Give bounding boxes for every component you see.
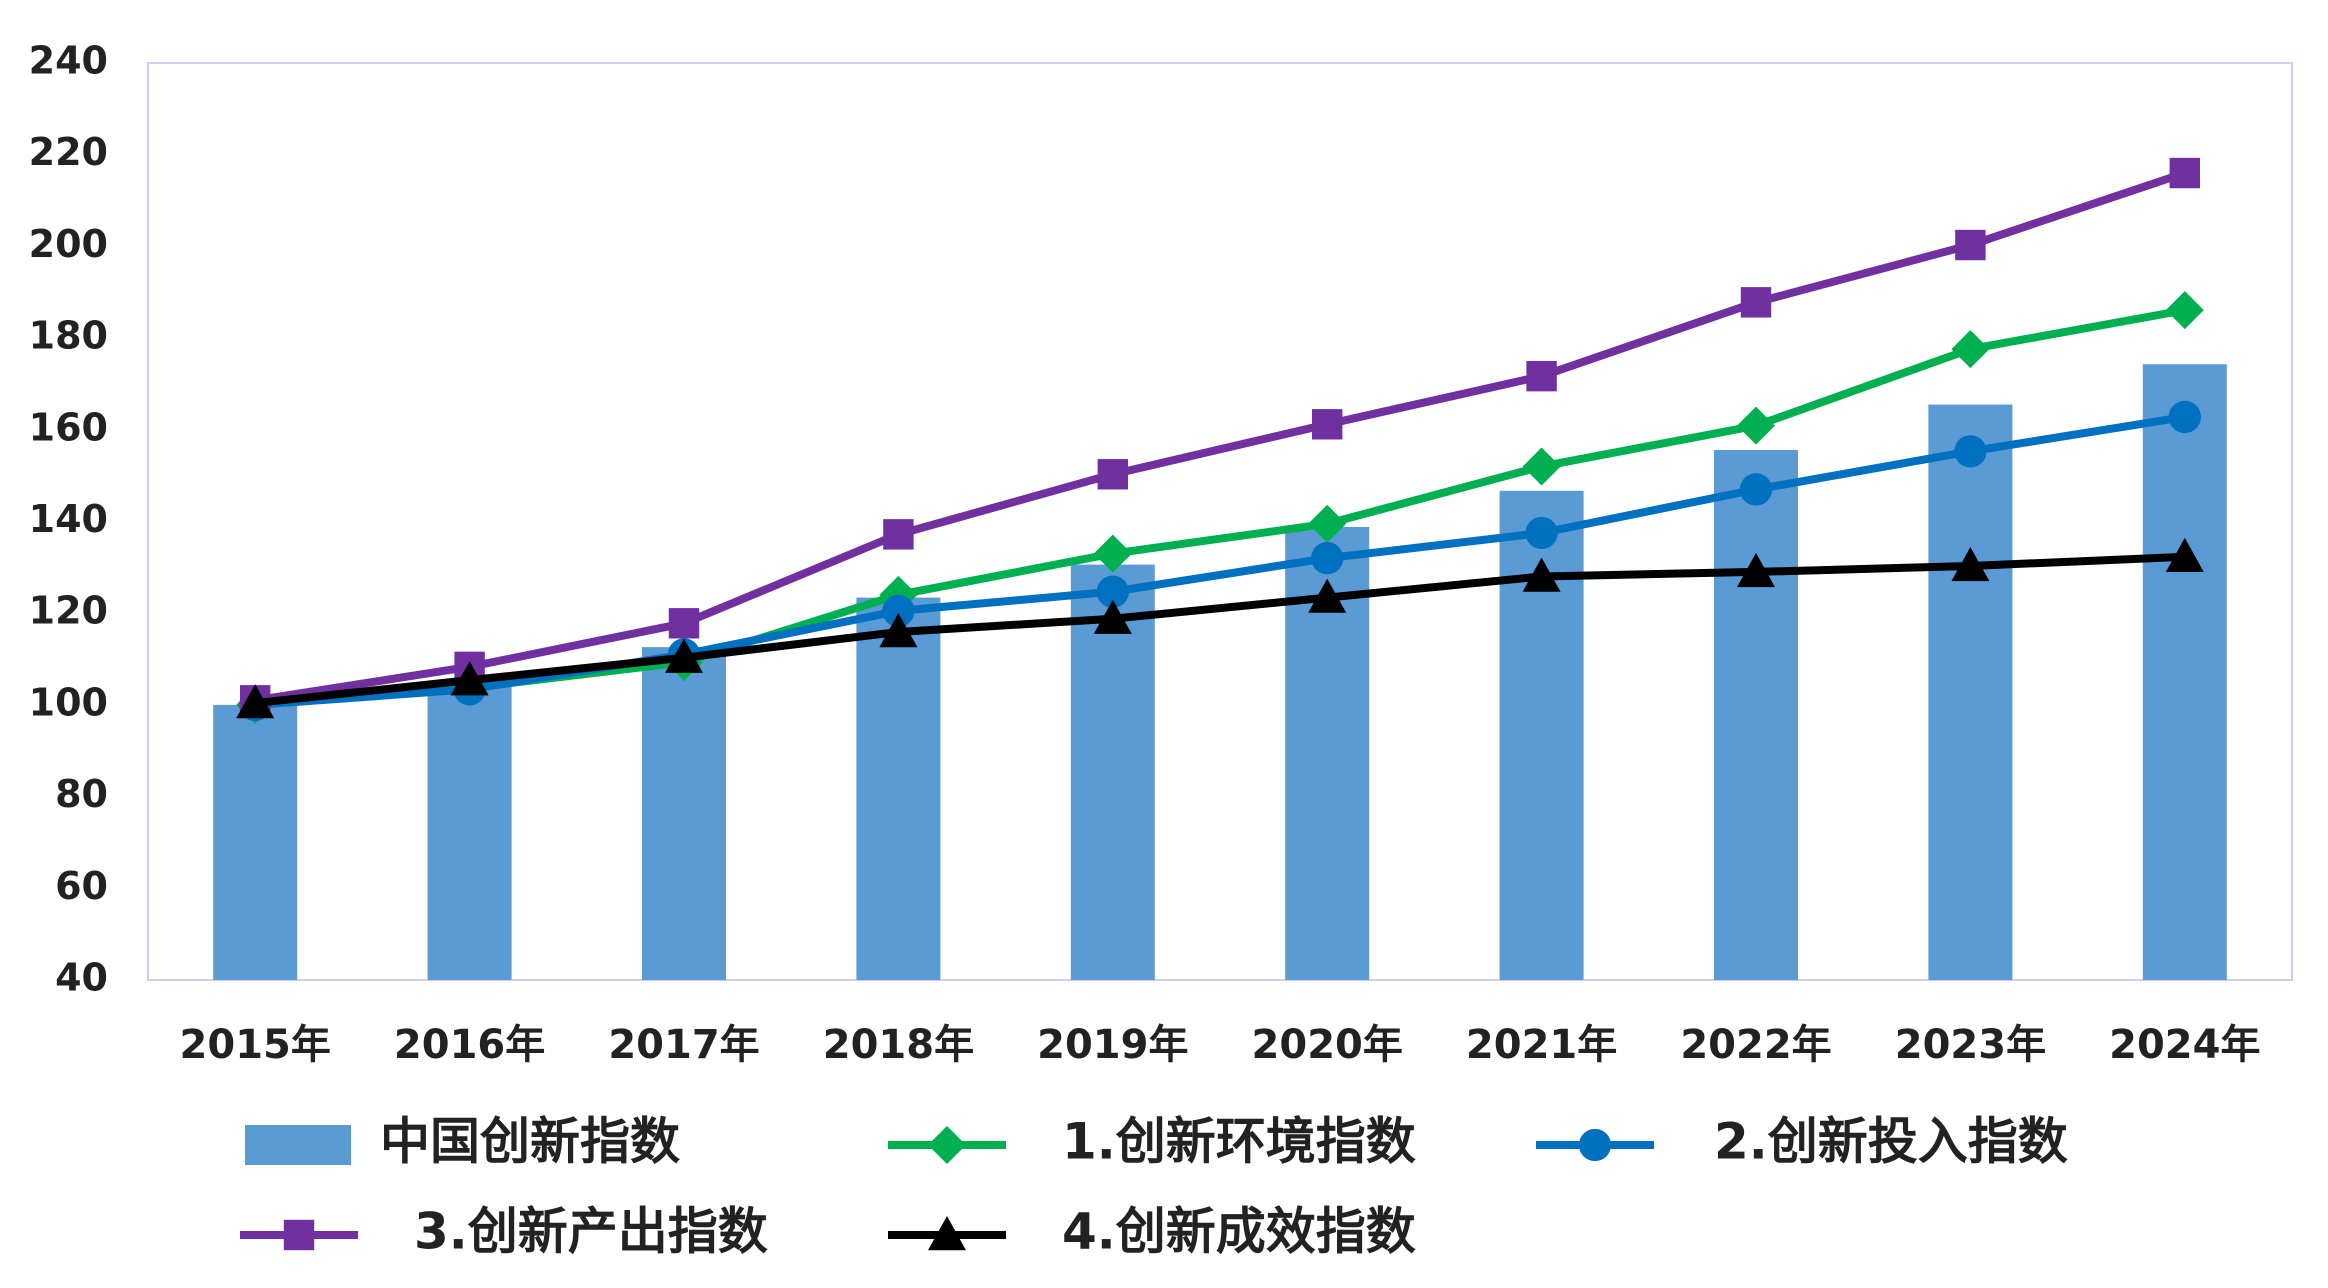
- y-tick-label: 120: [29, 589, 108, 633]
- marker: [2165, 291, 2204, 330]
- y-tick-label: 60: [55, 864, 108, 908]
- x-tick-label: 2018年: [823, 1022, 974, 1068]
- y-tick-label: 180: [29, 314, 108, 358]
- bar: [856, 597, 941, 980]
- y-tick-label: 160: [29, 405, 108, 449]
- y-tick-label: 200: [29, 222, 108, 266]
- bar: [1714, 449, 1798, 980]
- marker: [1526, 360, 1557, 392]
- x-tick-label: 2019年: [1037, 1022, 1188, 1068]
- marker: [1096, 575, 1129, 608]
- legend-marker: [283, 1219, 315, 1251]
- marker: [1951, 330, 1990, 369]
- bar: [1928, 404, 2013, 980]
- legend-label: 中国创新指数: [380, 1113, 680, 1171]
- y-tick-label: 80: [55, 772, 108, 816]
- marker: [665, 638, 703, 673]
- marker: [1955, 229, 1986, 261]
- legend-label: 4.创新成效指数: [1062, 1203, 1416, 1261]
- marker: [1739, 473, 1773, 506]
- marker: [883, 519, 914, 550]
- plot-border: [147, 62, 2293, 981]
- x-tick-label: 2024年: [2109, 1022, 2260, 1068]
- marker: [1312, 409, 1343, 440]
- marker: [1951, 546, 1990, 582]
- marker: [879, 612, 918, 648]
- x-tick-label: 2017年: [608, 1022, 759, 1068]
- legend-label: 1.创新环境指数: [1062, 1113, 1416, 1171]
- marker: [1308, 504, 1347, 543]
- legend-swatch: [245, 1125, 351, 1165]
- x-tick-label: 2020年: [1252, 1022, 1403, 1068]
- legend-marker: [928, 1216, 966, 1251]
- marker: [1308, 578, 1347, 613]
- marker: [1737, 552, 1775, 588]
- marker: [1522, 557, 1561, 592]
- x-tick-label: 2023年: [1895, 1022, 2046, 1068]
- bar: [2142, 364, 2227, 980]
- y-tick-label: 220: [29, 130, 108, 174]
- marker: [236, 684, 275, 719]
- marker: [450, 661, 489, 696]
- marker: [1740, 287, 1772, 318]
- bar: [642, 647, 726, 980]
- marker: [1522, 447, 1561, 486]
- marker: [1311, 542, 1344, 575]
- x-tick-label: 2015年: [180, 1022, 331, 1068]
- marker: [1525, 516, 1558, 550]
- bar: [427, 684, 512, 980]
- x-tick-label: 2016年: [394, 1022, 545, 1068]
- bar: [213, 704, 298, 980]
- marker: [2169, 157, 2200, 189]
- y-tick-label: 100: [29, 680, 108, 724]
- marker: [1093, 534, 1132, 573]
- legend-label: 3.创新产出指数: [414, 1203, 768, 1261]
- line: [254, 413, 2186, 709]
- x-tick-label: 2022年: [1680, 1022, 1831, 1068]
- legend-label: 2.创新投入指数: [1714, 1113, 2068, 1171]
- marker: [668, 608, 700, 639]
- x-tick-label: 2021年: [1466, 1022, 1617, 1068]
- marker: [1954, 435, 1987, 468]
- y-tick-label: 40: [55, 956, 108, 1000]
- marker: [2165, 537, 2204, 573]
- y-tick-label: 240: [29, 39, 108, 83]
- legend-marker: [1578, 1128, 1612, 1162]
- line: [254, 169, 2187, 705]
- marker: [2168, 400, 2201, 434]
- legend-marker: [928, 1126, 966, 1164]
- y-tick-label: 140: [29, 497, 108, 541]
- marker: [1097, 459, 1128, 490]
- line: [254, 306, 2186, 709]
- marker: [1093, 599, 1132, 634]
- marker: [882, 594, 915, 628]
- line: [254, 552, 2185, 708]
- marker: [1737, 406, 1775, 445]
